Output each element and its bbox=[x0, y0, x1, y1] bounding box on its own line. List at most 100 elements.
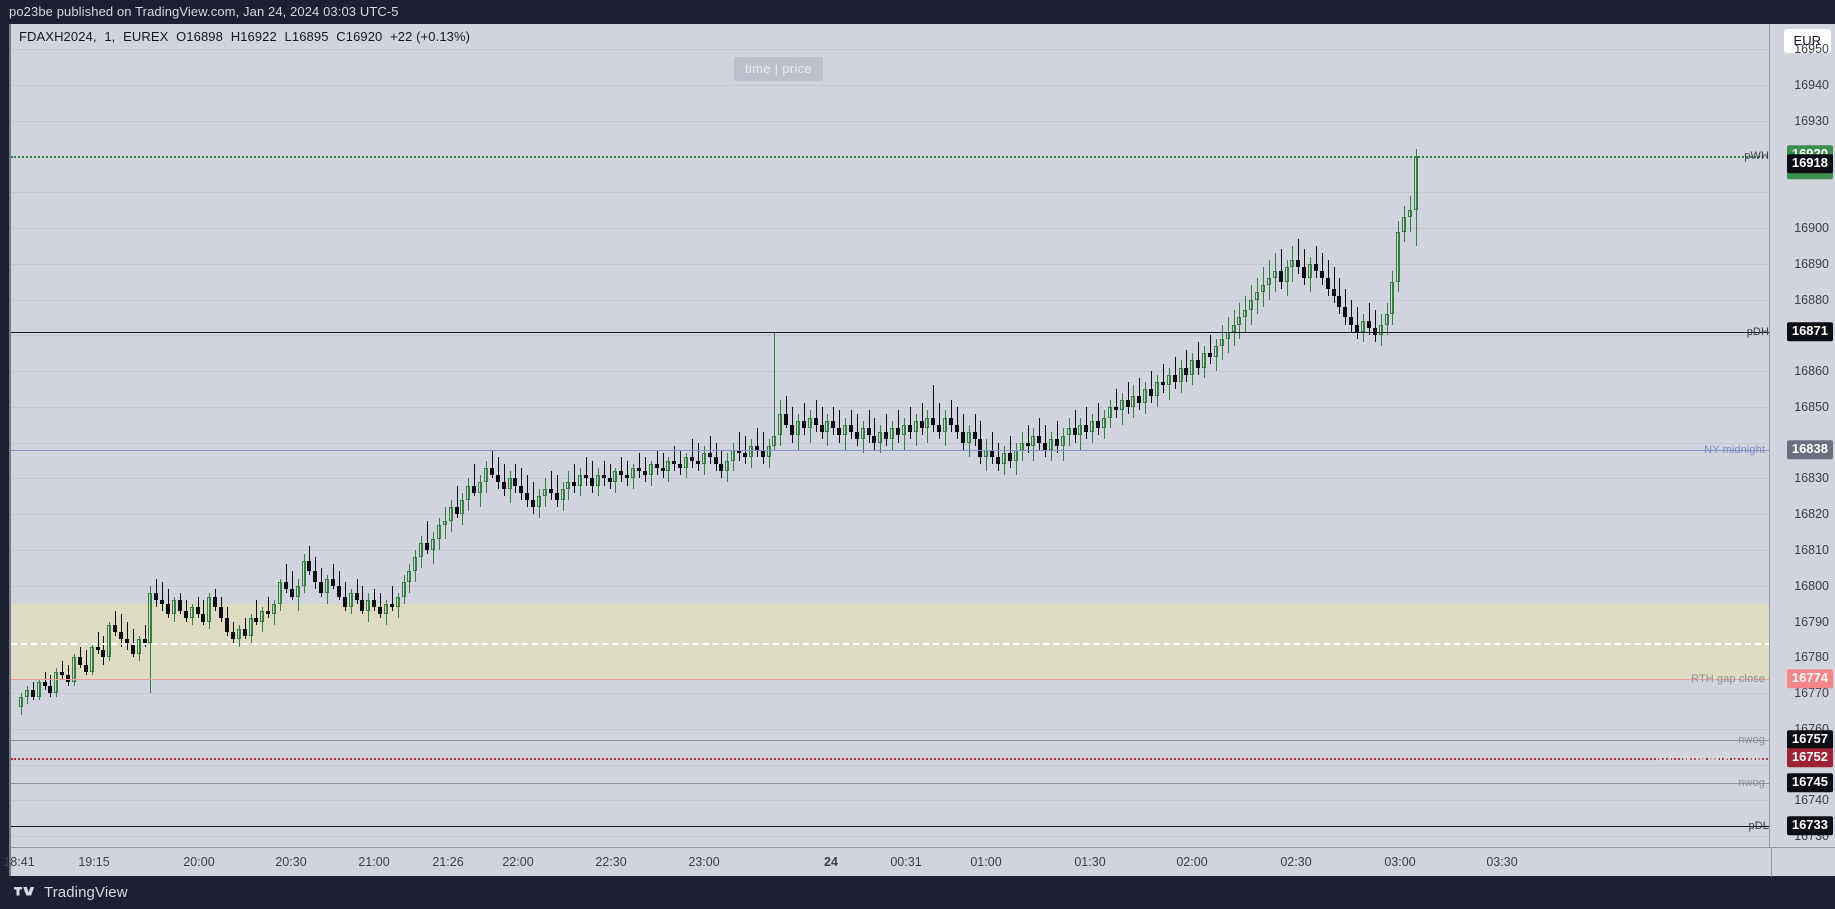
candle-wick bbox=[1334, 267, 1335, 304]
bid-price-tag-value: 16918 bbox=[1791, 154, 1828, 170]
candle-body bbox=[649, 464, 653, 475]
candle-body bbox=[472, 485, 476, 493]
legend-interval[interactable]: 1, bbox=[104, 29, 116, 44]
candle-wick bbox=[898, 410, 899, 443]
tradingview-logo-icon bbox=[14, 887, 35, 896]
candle-wick bbox=[86, 650, 87, 676]
candle-wick bbox=[251, 614, 252, 644]
price-axis[interactable]: EUR 16950 16940 16930 16900 16890 16880 16860 1… bbox=[1769, 24, 1835, 847]
candle-body bbox=[714, 456, 718, 465]
candle-body bbox=[307, 560, 311, 572]
chart-plot-area[interactable]: pWH pDH NY midnight RTH gap close nwog C.E. d… bbox=[11, 24, 1771, 847]
candle-wick bbox=[1363, 313, 1364, 343]
candle-wick bbox=[1234, 310, 1235, 347]
nwog-lower-line[interactable] bbox=[11, 782, 1771, 784]
candle-body bbox=[931, 417, 935, 425]
candle-wick bbox=[592, 460, 593, 493]
pdl-price-tag[interactable]: 16733 bbox=[1786, 815, 1833, 836]
candle-body bbox=[460, 499, 464, 515]
candle-body bbox=[508, 478, 512, 490]
price-axis-tick: 16770 bbox=[1794, 686, 1829, 701]
candle-wick bbox=[203, 600, 204, 626]
candle-wick bbox=[1416, 149, 1417, 246]
ce-daily-wick-price-tag[interactable]: 16752 bbox=[1786, 747, 1833, 768]
candle-body bbox=[1332, 288, 1336, 296]
candle-body bbox=[808, 417, 812, 429]
candle-wick bbox=[357, 578, 358, 604]
candle-body bbox=[402, 582, 406, 597]
nwog-lower-line-label: nwog bbox=[1738, 776, 1765, 789]
candle-wick bbox=[498, 456, 499, 490]
candle-wick bbox=[480, 474, 481, 508]
candle-wick bbox=[333, 564, 334, 590]
candle-body bbox=[119, 632, 123, 640]
nwog-upper-price-tag[interactable]: 16757 bbox=[1786, 729, 1833, 750]
candle-body bbox=[608, 478, 612, 483]
candle-body bbox=[1349, 317, 1353, 325]
candle-body bbox=[890, 428, 894, 440]
candle-wick bbox=[451, 499, 452, 533]
rth-gap-close-price-tag[interactable]: 16774 bbox=[1786, 669, 1833, 689]
candle-body bbox=[1131, 396, 1135, 407]
nwog-upper-line[interactable] bbox=[11, 739, 1771, 741]
time-axis[interactable]: 18:41 19:15 20:00 20:30 21:00 21:26 22:00 22:30… bbox=[3, 847, 1835, 877]
candle-wick bbox=[757, 428, 758, 457]
candle-body bbox=[566, 482, 570, 490]
candle-wick bbox=[1022, 431, 1023, 461]
rth-gap-close-line[interactable] bbox=[11, 678, 1771, 680]
ny-midnight-line-label: NY midnight bbox=[1704, 443, 1765, 456]
gridline bbox=[11, 800, 1771, 802]
candle-body bbox=[1232, 324, 1236, 332]
candle-wick bbox=[586, 456, 587, 486]
candle-wick bbox=[810, 410, 811, 443]
candle-body bbox=[820, 424, 824, 432]
pwh-line[interactable] bbox=[11, 156, 1771, 159]
candle-body bbox=[708, 453, 712, 457]
candle-wick bbox=[533, 482, 534, 515]
currency-badge[interactable]: EUR bbox=[1783, 29, 1831, 53]
candle-body bbox=[1302, 267, 1306, 279]
candle-body bbox=[1261, 285, 1265, 293]
candle-body bbox=[1396, 231, 1400, 282]
time-price-chip[interactable]: time | price bbox=[734, 57, 823, 81]
candle-body bbox=[219, 607, 223, 618]
price-axis-tick: 16740 bbox=[1794, 793, 1829, 808]
candle-wick bbox=[404, 575, 405, 604]
candle-wick bbox=[1057, 421, 1058, 454]
ny-midnight-line[interactable] bbox=[11, 449, 1771, 451]
candle-wick bbox=[704, 446, 705, 475]
candle-wick bbox=[209, 592, 210, 629]
nwog-lower-price-tag[interactable]: 16745 bbox=[1786, 772, 1833, 793]
candle-body bbox=[54, 671, 58, 694]
candle-body bbox=[1090, 421, 1094, 432]
rth-gap-zone[interactable] bbox=[11, 603, 1771, 679]
candle-body bbox=[1337, 295, 1341, 307]
legend-symbol[interactable]: FDAXH2024, bbox=[19, 29, 97, 44]
candle-wick bbox=[1287, 260, 1288, 296]
candle-body bbox=[1155, 381, 1159, 397]
candle-body bbox=[678, 464, 682, 468]
candle-body bbox=[937, 424, 941, 432]
candle-body bbox=[584, 474, 588, 479]
ny-midnight-price-tag[interactable]: 16838 bbox=[1786, 440, 1833, 460]
footer-bar: TradingView bbox=[0, 876, 1835, 909]
candle-body bbox=[843, 424, 847, 436]
candle-wick bbox=[427, 521, 428, 554]
pdl-line[interactable] bbox=[11, 825, 1771, 827]
candle-body bbox=[107, 625, 111, 658]
pdh-line[interactable] bbox=[11, 331, 1771, 333]
candle-body bbox=[902, 424, 906, 436]
chart-legend: FDAXH2024, 1, EUREX O16898 H16922 L16895… bbox=[19, 29, 474, 44]
candle-body bbox=[1214, 346, 1218, 357]
candle-body bbox=[254, 617, 258, 622]
candle-wick bbox=[62, 660, 63, 679]
candle-body bbox=[1255, 292, 1259, 300]
candle-body bbox=[1143, 388, 1147, 404]
pdh-price-tag[interactable]: 16871 bbox=[1786, 321, 1833, 342]
bid-price-tag[interactable]: 16918 bbox=[1786, 153, 1833, 174]
zone-midline[interactable] bbox=[11, 643, 1771, 646]
ce-daily-wick-price-tag-value: 16752 bbox=[1791, 748, 1828, 764]
ce-daily-wick-line[interactable] bbox=[11, 757, 1771, 760]
candle-body bbox=[1220, 338, 1224, 347]
